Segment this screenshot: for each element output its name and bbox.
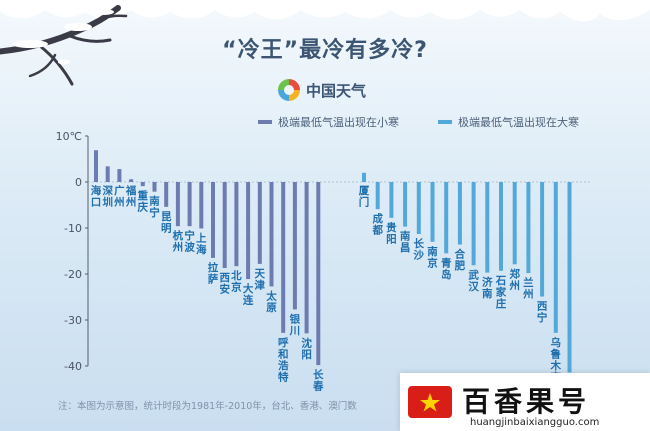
bar-dahan-8 bbox=[471, 182, 476, 266]
bar-xiaohan-6 bbox=[164, 182, 169, 207]
y-tick-label: -40 bbox=[64, 360, 82, 373]
bar-label-xiaohan-5: 南宁 bbox=[149, 195, 160, 220]
chart-title: “冷王”最冷有多冷? bbox=[222, 38, 428, 63]
bar-label-dahan-13: 西宁 bbox=[537, 301, 548, 325]
bar-dahan-4 bbox=[416, 182, 421, 234]
bar-xiaohan-18 bbox=[304, 182, 309, 334]
bar-dahan-12 bbox=[526, 182, 531, 274]
bar-dahan-11 bbox=[512, 182, 517, 265]
y-tick-label: -10 bbox=[64, 222, 82, 235]
watermark-name: 百香果号 bbox=[462, 385, 591, 418]
bar-dahan-13 bbox=[540, 182, 545, 297]
bar-xiaohan-15 bbox=[269, 182, 274, 287]
bar-label-dahan-11: 郑州 bbox=[508, 267, 520, 292]
bar-dahan-6 bbox=[444, 182, 449, 254]
bar-label-dahan-1: 成都 bbox=[371, 212, 383, 237]
bar-label-dahan-10: 石家庄 bbox=[495, 275, 507, 310]
bar-label-xiaohan-2: 广州 bbox=[113, 184, 125, 209]
bar-dahan-7 bbox=[457, 182, 462, 245]
brand-flag-icon bbox=[408, 386, 452, 418]
bar-label-xiaohan-15: 太原 bbox=[265, 289, 277, 314]
bar-dahan-9 bbox=[485, 182, 490, 273]
bar-dahan-0 bbox=[362, 172, 366, 182]
legend-item-dahan: 极端最低气温出现在大寒 bbox=[438, 115, 579, 129]
bar-dahan-5 bbox=[430, 182, 435, 242]
y-tick-label: 10℃ bbox=[56, 130, 82, 143]
bar-dahan-1 bbox=[375, 182, 380, 210]
bar-xiaohan-13 bbox=[246, 182, 251, 280]
legend-swatch-xiaohan bbox=[258, 120, 272, 124]
bar-label-dahan-2: 贵阳 bbox=[386, 221, 397, 246]
bar-xiaohan-14 bbox=[257, 182, 262, 264]
bar-label-xiaohan-4: 重庆 bbox=[137, 189, 149, 214]
bar-xiaohan-9 bbox=[199, 182, 204, 229]
snow-on-branch bbox=[12, 9, 114, 65]
bar-dahan-14 bbox=[553, 182, 558, 333]
bar-dahan-2 bbox=[389, 182, 394, 218]
bar-xiaohan-12 bbox=[234, 182, 239, 267]
watermark-url: huangjinbaixiangguo.com bbox=[470, 417, 600, 428]
bar-dahan-10 bbox=[499, 182, 503, 271]
bar-label-xiaohan-9: 上海 bbox=[196, 231, 207, 256]
bar-label-xiaohan-19: 长春 bbox=[313, 368, 324, 393]
bar-label-xiaohan-12: 北京 bbox=[231, 269, 242, 294]
bar-label-xiaohan-11: 西安 bbox=[219, 272, 230, 296]
bar-label-xiaohan-10: 拉萨 bbox=[208, 261, 219, 286]
bar-xiaohan-7 bbox=[175, 182, 180, 227]
logo: 中国天气 bbox=[278, 78, 366, 102]
bar-label-dahan-4: 长沙 bbox=[414, 237, 425, 262]
bar-xiaohan-3 bbox=[129, 179, 134, 182]
y-tick-label: -20 bbox=[64, 268, 82, 281]
bar-xiaohan-10 bbox=[211, 182, 215, 258]
bar-xiaohan-0 bbox=[94, 150, 98, 182]
y-tick-label: -30 bbox=[64, 314, 82, 327]
bar-xiaohan-2 bbox=[117, 169, 122, 182]
bar-label-xiaohan-3: 福州 bbox=[125, 184, 137, 209]
bar-dahan-3 bbox=[403, 182, 408, 227]
bar-label-dahan-12: 兰州 bbox=[522, 276, 534, 301]
bar-label-xiaohan-13: 大连 bbox=[243, 282, 254, 307]
watermark-banner: 百香果号 huangjinbaixiangguo.com bbox=[400, 373, 650, 431]
bar-label-xiaohan-0: 海口 bbox=[91, 184, 102, 209]
bar-xiaohan-4 bbox=[140, 182, 145, 187]
bar-label-dahan-6: 青岛 bbox=[441, 256, 452, 281]
legend-item-xiaohan: 极端最低气温出现在小寒 bbox=[258, 115, 399, 129]
bar-label-dahan-8: 武汉 bbox=[468, 268, 479, 293]
china-weather-logo-icon bbox=[278, 79, 300, 101]
bar-xiaohan-19 bbox=[316, 182, 321, 366]
legend-label-xiaohan: 极端最低气温出现在小寒 bbox=[278, 116, 399, 129]
bar-label-dahan-9: 济南 bbox=[482, 276, 493, 301]
bar-xiaohan-11 bbox=[222, 182, 227, 269]
bar-xiaohan-17 bbox=[292, 182, 297, 310]
bar-label-dahan-5: 南京 bbox=[427, 245, 438, 269]
legend-swatch-dahan bbox=[438, 120, 452, 124]
bar-xiaohan-16 bbox=[281, 182, 286, 333]
bar-label-dahan-7: 合肥 bbox=[454, 248, 466, 273]
bar-label-dahan-0: 厦门 bbox=[359, 185, 370, 209]
bar-xiaohan-5 bbox=[152, 182, 157, 192]
bar-dahan-15 bbox=[567, 182, 572, 373]
bar-xiaohan-1 bbox=[105, 166, 110, 182]
bar-xiaohan-8 bbox=[187, 182, 192, 227]
bar-label-xiaohan-8: 宁波 bbox=[184, 229, 195, 254]
y-tick-label: 0 bbox=[75, 176, 82, 189]
bar-label-xiaohan-18: 沈阳 bbox=[301, 336, 312, 361]
bar-label-dahan-3: 南昌 bbox=[400, 230, 411, 255]
bar-label-xiaohan-7: 杭州 bbox=[172, 229, 184, 254]
footnote: 注：本图为示意图，统计时段为1981年-2010年，台北、香港、澳门数 bbox=[58, 401, 357, 412]
bar-label-xiaohan-14: 天津 bbox=[255, 268, 266, 292]
bar-label-xiaohan-17: 银川 bbox=[289, 312, 301, 337]
snow-decoration bbox=[0, 0, 650, 22]
bar-label-xiaohan-16: 呼和浩特 bbox=[277, 336, 289, 384]
bar-label-xiaohan-1: 深圳 bbox=[102, 184, 113, 209]
bar-label-xiaohan-6: 昆明 bbox=[161, 211, 172, 235]
legend-label-dahan: 极端最低气温出现在大寒 bbox=[458, 116, 579, 129]
logo-text: 中国天气 bbox=[306, 81, 367, 100]
